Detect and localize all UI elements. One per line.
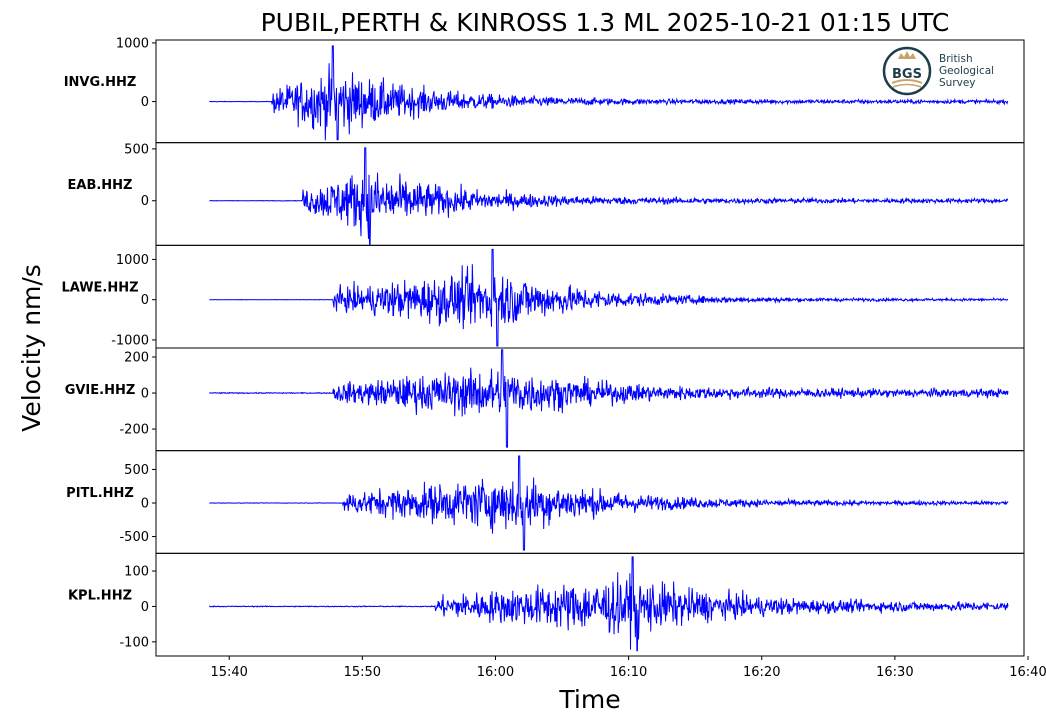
bgs-logo: BGS British Geological Survey — [882, 46, 994, 96]
station-label: KPL.HHZ — [68, 589, 132, 604]
logo-mark: BGS — [892, 67, 922, 82]
logo-line-2: Geological — [939, 65, 994, 77]
waveform-eab-hhz — [209, 147, 1009, 245]
panel-kpl-hhz: 100 0 -100 KPL.HHZ — [68, 552, 1025, 657]
logo-line-3: Survey — [939, 77, 976, 89]
x-axis-label: Time — [558, 685, 620, 714]
y-tick-label: 200 — [124, 351, 149, 366]
y-tick-label: -500 — [119, 530, 149, 545]
panels-group: 10000INVG.HHZ5000EAB.HHZ10000-1000LAWE.H… — [61, 36, 1025, 657]
panel-eab-hhz: 500 0 EAB.HHZ — [68, 142, 1025, 246]
waveform-pitl-hhz — [209, 455, 1009, 551]
station-label: LAWE.HHZ — [61, 281, 138, 296]
x-tick-label: 16:10 — [610, 665, 647, 680]
y-tick-label: -1000 — [111, 333, 149, 348]
waveform-kpl-hhz — [208, 556, 1009, 652]
panel-frame — [155, 244, 1025, 349]
y-tick-label: 1000 — [116, 253, 149, 268]
logo-wave-icon — [891, 79, 923, 84]
panel-pitl-hhz: 500 0 -500 PITL.HHZ — [66, 450, 1025, 554]
y-tick-label: 0 — [141, 293, 149, 308]
waveform-lawe-hhz — [209, 248, 1009, 347]
logo-wave-icon-2 — [892, 83, 922, 88]
station-label: PITL.HHZ — [66, 486, 134, 501]
y-tick-label: 0 — [141, 600, 149, 615]
station-label: EAB.HHZ — [68, 178, 133, 193]
y-tick-label: 100 — [124, 565, 149, 580]
y-tick-label: 0 — [141, 497, 149, 512]
x-tick-label: 16:40 — [1009, 665, 1046, 680]
y-axis-label: Velocity nm/s — [17, 264, 46, 432]
y-tick-label: 0 — [141, 387, 149, 402]
x-tick-label: 16:00 — [477, 665, 514, 680]
x-tick-label: 15:40 — [210, 665, 247, 680]
panel-frame — [155, 552, 1025, 657]
y-tick-label: 500 — [124, 142, 149, 157]
logo-line-1: British — [939, 53, 973, 65]
waveform-gvie-hhz — [209, 349, 1009, 448]
waveform-invg-hhz — [209, 45, 1009, 141]
x-tick-label: 16:30 — [876, 665, 913, 680]
y-tick-label: 500 — [124, 463, 149, 478]
station-label: GVIE.HHZ — [65, 383, 136, 398]
x-tick-label: 15:50 — [344, 665, 381, 680]
panel-invg-hhz: 1000 0 INVG.HHZ — [64, 36, 1025, 144]
crown-icon — [898, 51, 916, 59]
panel-lawe-hhz: 1000 0 -1000 LAWE.HHZ — [61, 244, 1025, 349]
y-tick-label: 0 — [141, 194, 149, 209]
station-label: INVG.HHZ — [64, 75, 137, 90]
chart-title: PUBIL,PERTH & KINROSS 1.3 ML 2025-10-21 … — [261, 8, 950, 37]
y-tick-label: -200 — [119, 423, 149, 438]
y-tick-label: 0 — [141, 95, 149, 110]
panel-gvie-hhz: 200 0 -200 GVIE.HHZ — [65, 347, 1025, 452]
y-tick-label: -100 — [119, 635, 149, 650]
x-axis: 15:40 15:50 16:00 16:10 16:20 16:30 16:40 — [210, 656, 1046, 680]
y-tick-label: 1000 — [116, 36, 149, 51]
x-tick-label: 16:20 — [743, 665, 780, 680]
panel-frame — [155, 142, 1025, 246]
